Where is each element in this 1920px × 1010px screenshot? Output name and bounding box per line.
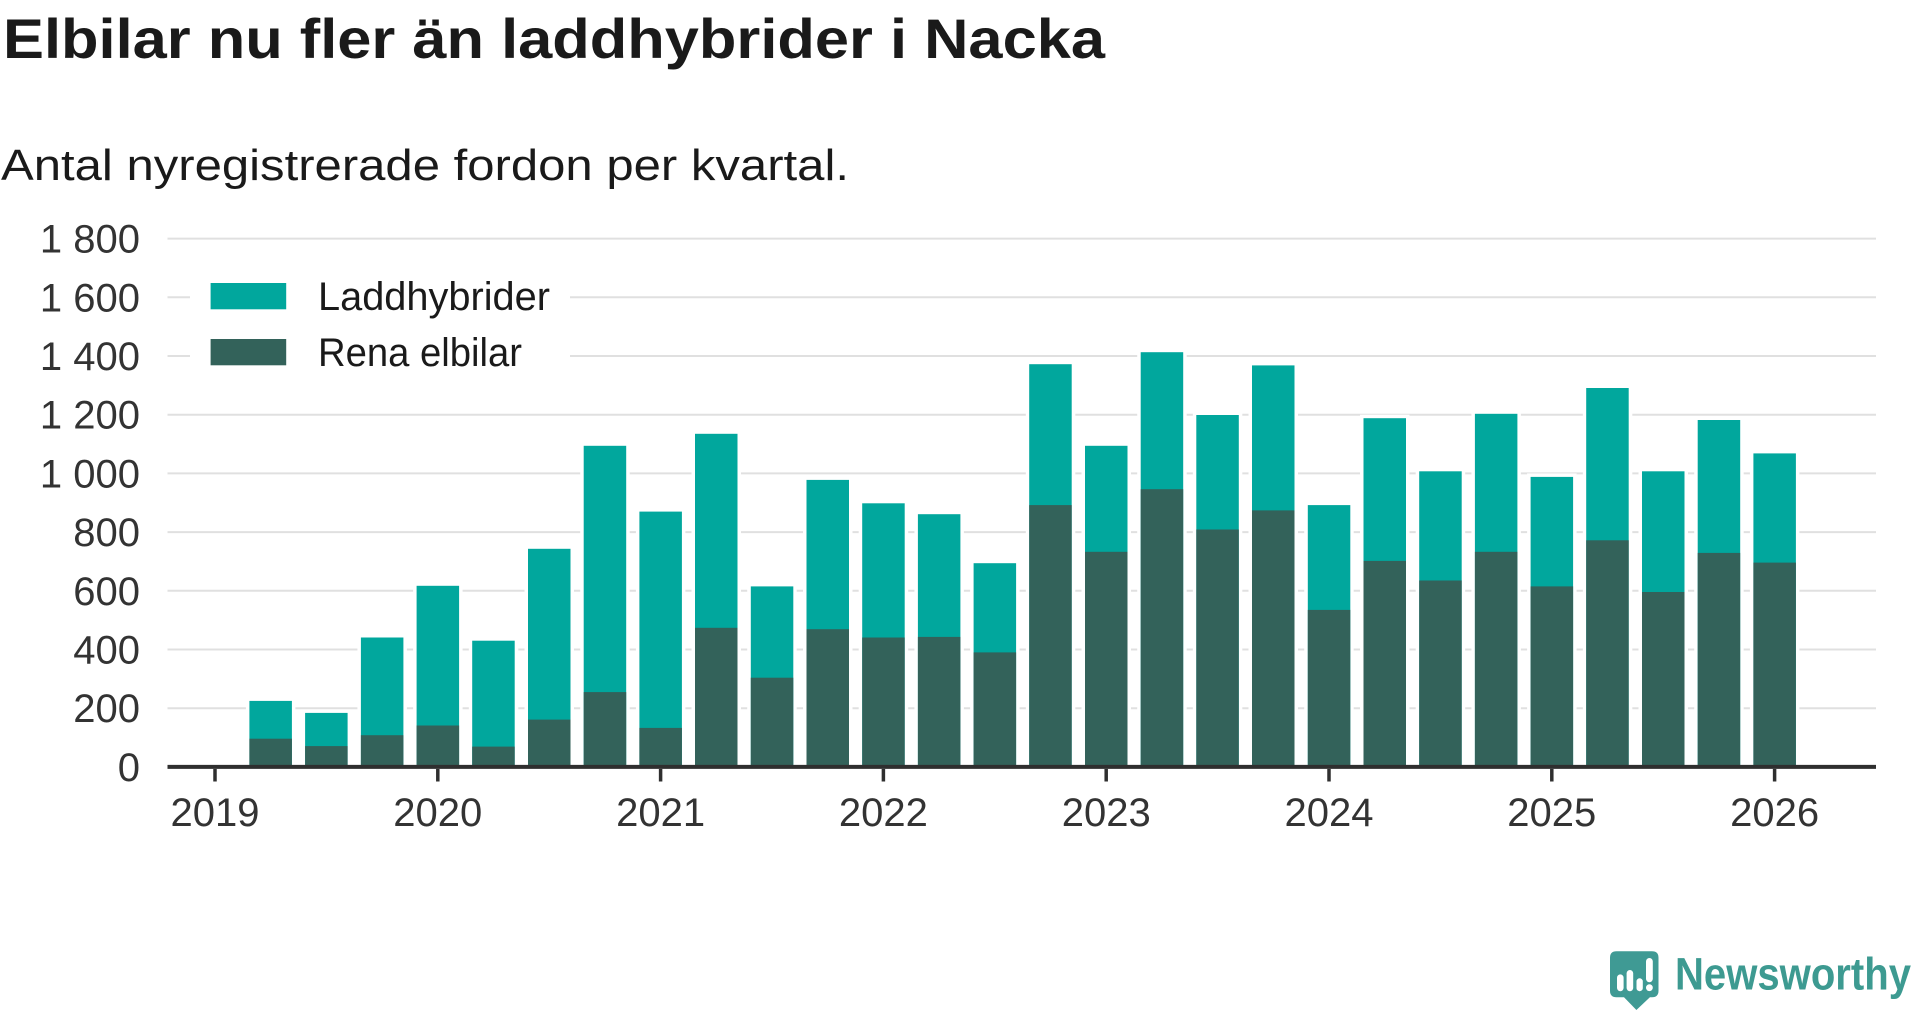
svg-text:1 200: 1 200 bbox=[40, 394, 140, 438]
svg-text:1 400: 1 400 bbox=[40, 335, 140, 379]
svg-text:600: 600 bbox=[73, 570, 140, 614]
svg-text:200: 200 bbox=[73, 687, 140, 731]
svg-text:Antal nyregistrerade fordon pe: Antal nyregistrerade fordon per kvartal. bbox=[1, 141, 849, 190]
svg-text:400: 400 bbox=[73, 629, 140, 673]
svg-text:Laddhybrider: Laddhybrider bbox=[318, 275, 550, 319]
svg-text:2026: 2026 bbox=[1730, 791, 1819, 835]
svg-text:Rena elbilar: Rena elbilar bbox=[318, 331, 522, 375]
svg-text:0: 0 bbox=[118, 746, 140, 790]
svg-text:2021: 2021 bbox=[616, 791, 705, 835]
svg-text:Newsworthy: Newsworthy bbox=[1675, 948, 1911, 999]
svg-text:2024: 2024 bbox=[1285, 791, 1374, 835]
svg-text:2019: 2019 bbox=[171, 791, 260, 835]
svg-text:2023: 2023 bbox=[1062, 791, 1151, 835]
svg-text:2020: 2020 bbox=[393, 791, 482, 835]
svg-text:1 000: 1 000 bbox=[40, 452, 140, 496]
svg-text:1 600: 1 600 bbox=[40, 276, 140, 320]
svg-text:Elbilar nu fler än laddhybride: Elbilar nu fler än laddhybrider i Nacka bbox=[3, 7, 1106, 70]
svg-text:2022: 2022 bbox=[839, 791, 928, 835]
svg-text:2025: 2025 bbox=[1507, 791, 1596, 835]
svg-text:1 800: 1 800 bbox=[40, 218, 140, 262]
svg-text:800: 800 bbox=[73, 511, 140, 555]
